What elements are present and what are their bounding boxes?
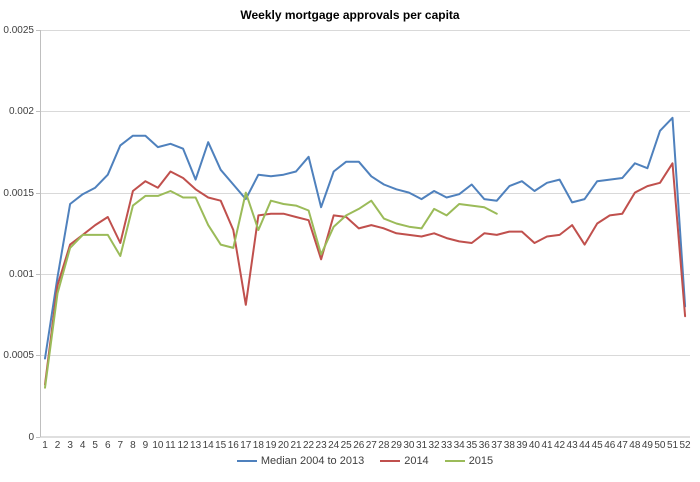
x-axis-label: 6 (104, 440, 111, 451)
x-axis-label: 42 (553, 440, 566, 451)
x-axis-label: 41 (541, 440, 553, 451)
x-axis-label: 2 (54, 440, 61, 451)
series-line-2015 (44, 190, 498, 389)
x-axis-label: 44 (579, 440, 591, 451)
x-axis-label: 29 (390, 440, 402, 451)
x-axis-label: 7 (117, 440, 124, 451)
x-axis-label: 26 (353, 440, 365, 451)
x-axis-label: 22 (302, 440, 315, 451)
y-axis-label: 0 (28, 431, 34, 443)
x-axis-label: 25 (340, 440, 352, 451)
x-axis-label: 34 (453, 440, 465, 451)
x-axis-label: 27 (365, 440, 377, 451)
x-axis-label: 18 (252, 440, 264, 451)
x-axis-label: 17 (240, 440, 252, 451)
x-axis-label: 49 (641, 440, 653, 451)
x-axis-label: 35 (466, 440, 478, 451)
legend-swatch (444, 460, 465, 462)
x-axis-label: 16 (227, 440, 239, 451)
x-axis-label: 1 (42, 440, 48, 451)
legend-label: 2015 (468, 455, 494, 467)
x-axis-label: 36 (478, 440, 490, 451)
x-axis-label: 14 (202, 440, 214, 451)
x-axis-label: 4 (79, 440, 86, 451)
x-axis-label: 45 (591, 440, 603, 451)
x-axis-label: 50 (654, 440, 666, 451)
legend-item: Median 2004 to 2013 (236, 455, 365, 467)
x-axis-label: 20 (277, 440, 289, 451)
x-axis-label: 52 (679, 440, 691, 451)
x-axis-label: 33 (441, 440, 453, 451)
x-axis-label: 30 (403, 440, 415, 451)
x-axis-label: 28 (378, 440, 390, 451)
legend-swatch (236, 460, 257, 462)
x-axis-label: 38 (503, 440, 515, 451)
y-axis-label: 0.0025 (3, 24, 34, 36)
x-axis-label: 21 (290, 440, 302, 451)
x-axis-label: 5 (92, 440, 98, 451)
x-axis-label: 11 (165, 440, 176, 451)
series-line-median-2004-to-2013 (44, 116, 687, 360)
x-axis-label: 46 (604, 440, 616, 451)
legend-label: 2014 (404, 455, 429, 467)
x-axis-label: 48 (629, 440, 641, 451)
legend-item: 2015 (444, 455, 494, 467)
y-axis-label: 0.0015 (3, 187, 34, 199)
x-axis-label: 8 (130, 440, 136, 451)
legend-item: 2014 (380, 455, 429, 467)
x-axis-label: 23 (315, 440, 327, 451)
legend-label: Median 2004 to 2013 (260, 455, 365, 467)
x-axis-label: 10 (152, 440, 164, 451)
x-axis-label: 32 (428, 440, 440, 451)
x-axis-label: 15 (215, 440, 227, 451)
x-axis-label: 37 (491, 440, 503, 451)
x-axis-label: 47 (616, 440, 628, 451)
x-axis-label: 51 (666, 440, 679, 451)
x-axis-label: 9 (142, 440, 149, 451)
legend: Median 2004 to 2013 2014 2015 (40, 455, 690, 467)
y-axis-label: 0.002 (8, 105, 34, 117)
x-axis-label: 12 (177, 440, 189, 451)
y-axis-label: 0.001 (8, 268, 34, 280)
legend-swatch (380, 460, 401, 462)
x-axis-label: 24 (328, 440, 340, 451)
x-axis-label: 19 (265, 440, 277, 451)
x-axis-label: 40 (528, 440, 540, 451)
x-axis-label: 3 (67, 440, 73, 451)
y-axis-label: 0.0005 (3, 349, 34, 361)
x-axis-label: 43 (566, 440, 578, 451)
x-axis-label: 31 (415, 440, 428, 451)
x-axis-label: 13 (190, 440, 202, 451)
series-line-2014 (44, 162, 687, 386)
chart-title: Weekly mortgage approvals per capita (240, 8, 460, 22)
x-axis-label: 39 (516, 440, 528, 451)
